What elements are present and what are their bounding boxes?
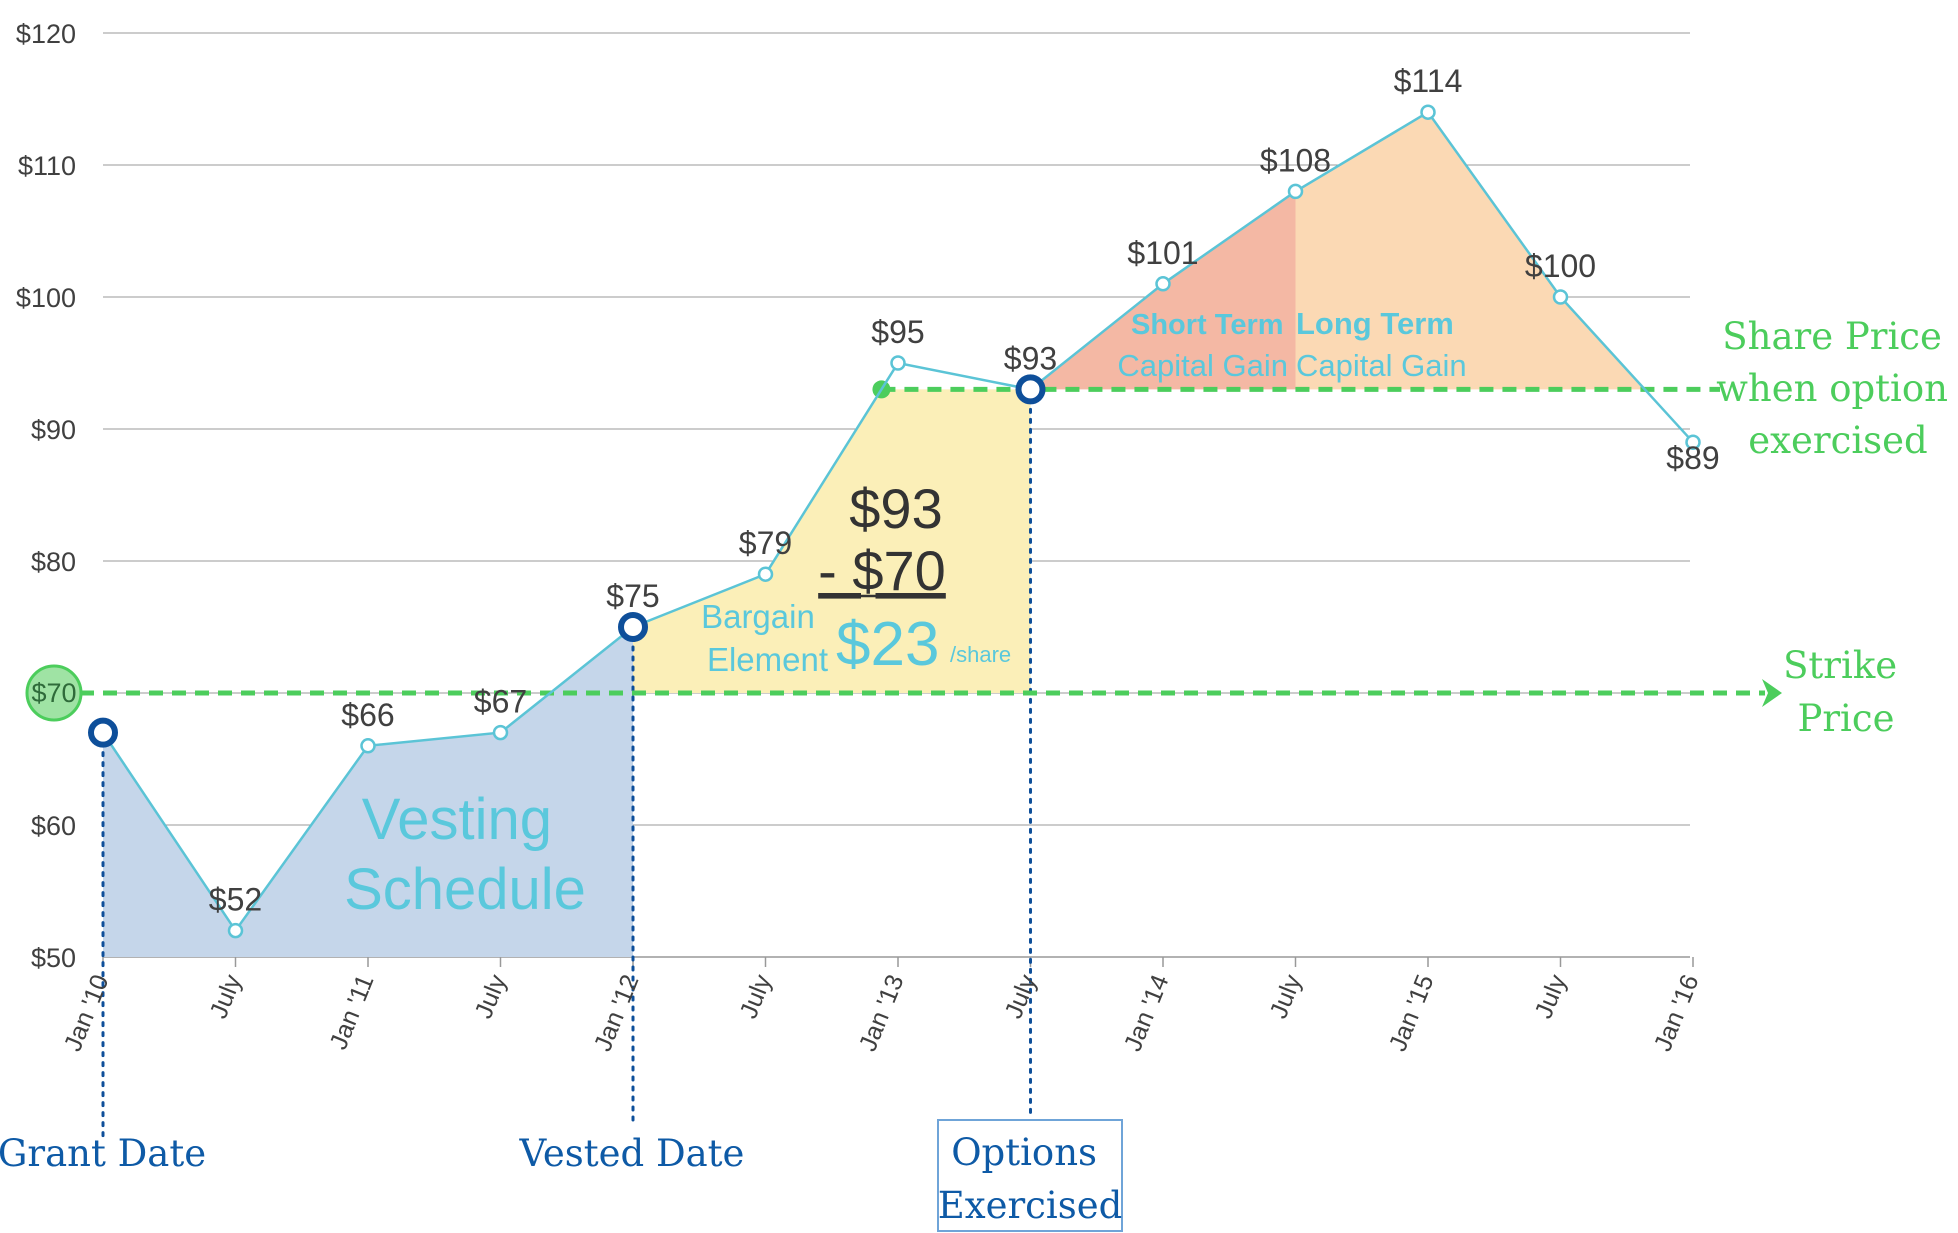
share-price-line1: Share Price	[1722, 315, 1942, 358]
short-term-label: Short Term Capital Gain	[1117, 309, 1288, 383]
bargain-value: $23	[836, 610, 939, 679]
bargain-label: Bargain Element	[701, 598, 828, 678]
data-point	[1420, 104, 1436, 120]
grant-date-label: Grant Date	[0, 1132, 206, 1175]
data-label: $114	[1394, 63, 1463, 99]
data-label: $66	[341, 697, 394, 733]
data-label: $79	[739, 525, 792, 561]
key-date-point	[618, 612, 648, 642]
x-tick-label: Jan '15	[1384, 971, 1440, 1056]
strike-price-label: Strike Price	[1783, 644, 1909, 740]
options-exercised-label: Options Exercised	[938, 1131, 1123, 1227]
vesting-label: Vesting Schedule	[344, 787, 586, 922]
data-point	[227, 922, 244, 939]
strike-price-arrow	[1762, 679, 1782, 707]
data-label: $67	[474, 684, 527, 720]
bargain-area	[633, 389, 1031, 693]
key-date-point	[88, 717, 118, 748]
y-tick-label: $110	[18, 151, 76, 181]
y-tick-label: $60	[31, 811, 76, 841]
data-label: $100	[1525, 248, 1596, 284]
long-term-label: Long Term Capital Gain	[1296, 306, 1467, 383]
data-point	[360, 738, 376, 754]
x-tick-label: July	[734, 970, 777, 1022]
data-label: $75	[606, 578, 659, 614]
data-point	[1685, 434, 1701, 450]
short-term-line2: Capital Gain	[1117, 348, 1288, 383]
long-term-line2: Capital Gain	[1296, 348, 1467, 383]
bargain-label-line1: Bargain	[701, 598, 815, 635]
x-tick-label: July	[204, 970, 247, 1022]
data-point	[1155, 276, 1171, 292]
data-point	[1552, 289, 1569, 305]
calc-minus: - $70	[818, 539, 946, 602]
key-date-point	[1015, 374, 1046, 405]
long-term-line1: Long Term	[1296, 306, 1454, 341]
bargain-label-line2: Element	[707, 641, 828, 678]
per-share-label: /share	[950, 642, 1011, 667]
data-point	[492, 724, 509, 741]
x-tick-label: Jan '12	[589, 971, 645, 1056]
x-axis-ticks: Jan '10 July Jan '11 July Jan '12 July Jan '13…	[59, 970, 1705, 1055]
data-point	[890, 355, 906, 371]
data-label: $95	[871, 314, 924, 350]
x-tick-label: Jan '16	[1649, 971, 1705, 1056]
y-tick-label: $100	[16, 283, 76, 313]
calc-top: $93	[849, 477, 942, 540]
options-exercised-box	[937, 1119, 1123, 1232]
data-label: $89	[1666, 440, 1719, 476]
price-series	[88, 104, 1701, 939]
long-term-area	[1295, 112, 1645, 390]
data-point	[1287, 183, 1304, 200]
x-tick-label: Jan '13	[854, 971, 910, 1056]
short-term-line1: Short Term	[1131, 309, 1284, 341]
x-tick-label: Jan '10	[59, 971, 115, 1056]
x-tick-label: July	[1264, 970, 1307, 1022]
data-label: $108	[1260, 142, 1331, 178]
strike-price-line2: Price	[1797, 697, 1894, 740]
x-tick-label: Jan '11	[324, 971, 379, 1054]
y-tick-label: $50	[31, 943, 76, 973]
data-label: $101	[1127, 235, 1198, 271]
strike-badge: $70	[25, 664, 83, 722]
x-tick-label: Jan '14	[1119, 971, 1175, 1056]
data-label: $52	[209, 882, 262, 918]
y-axis-ticks: $50 $60 $80 $90 $100 $110 $120	[16, 19, 76, 973]
y-tick-label: $90	[31, 415, 76, 445]
x-tick-label: July	[469, 970, 512, 1022]
y-tick-label: $120	[16, 19, 76, 49]
strike-badge-circle	[25, 664, 83, 722]
data-point	[757, 566, 774, 582]
strike-price-line1: Strike	[1783, 644, 1897, 687]
share-price-line3: exercised	[1748, 419, 1927, 462]
x-tick-label: July	[999, 970, 1042, 1022]
y-tick-label: $80	[31, 547, 76, 577]
data-label: $93	[1004, 340, 1057, 376]
options-exercised-line1: Options	[951, 1131, 1097, 1174]
vesting-label-line2: Schedule	[344, 857, 586, 922]
vesting-area	[103, 627, 633, 957]
share-price-exercised-label: Share Price when option exercised	[1716, 315, 1958, 462]
vesting-label-line1: Vesting	[362, 787, 552, 852]
share-price-line2: when option	[1716, 367, 1948, 410]
data-labels: $52 $66 $67 $75 $79 $95 $93 $101 $108 $114 $100 $89	[209, 63, 1720, 917]
x-tick-label: July	[1529, 970, 1572, 1022]
strike-badge-label: $70	[31, 678, 76, 708]
options-exercised-line2: Exercised	[938, 1184, 1123, 1227]
vested-date-label: Vested Date	[519, 1132, 745, 1175]
